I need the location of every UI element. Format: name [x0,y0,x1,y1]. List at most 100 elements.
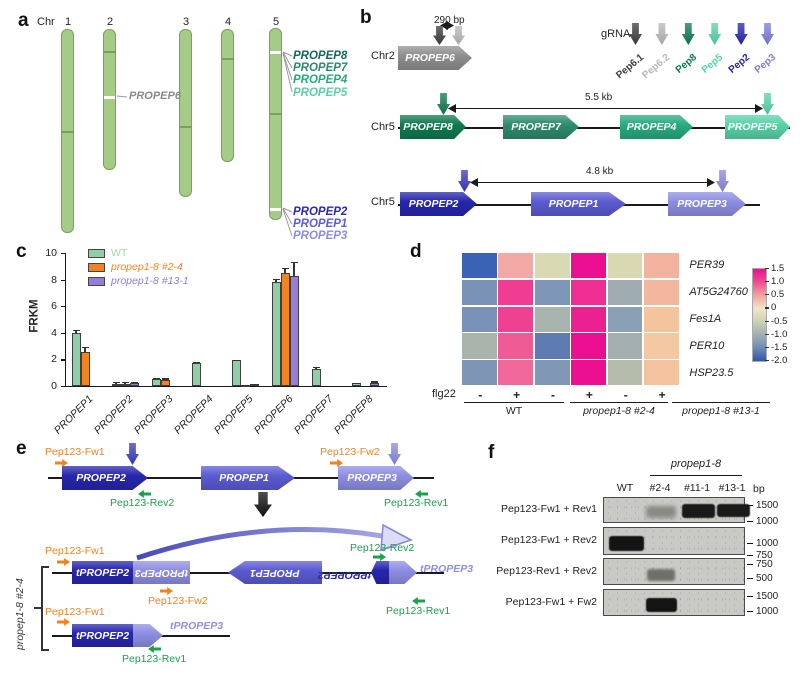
heatmap-cell-r1c3 [571,279,606,305]
heatmap-cell-r4c2 [534,360,570,386]
colorbar-tick-label: 1.5 [771,263,785,274]
bar-propep3-s1 [160,380,170,386]
primer-fw1-arrow-icon [55,459,68,467]
primer-rev1-label: Pep123-Rev1 [384,497,449,509]
heatmap-cell-r2c3 [571,306,606,332]
bar-propep6-s2 [289,275,299,386]
span-line [451,108,760,110]
heatmap-cell-r2c0 [462,306,497,332]
colorbar-tick [765,307,769,309]
heatmap-row-label-per10: PER10 [689,339,725,352]
gene-arrow-text: PROPEP1 [219,472,269,484]
colorbar-tick-label: -1.5 [771,341,788,353]
heatmap-row-label-per39: PER39 [689,259,725,272]
error-bar-cap [290,261,298,263]
bp290-span-arrow [440,21,454,30]
gene-arrow-text: PROPEP2 [408,198,459,210]
gel-group-label: propep1-8 [670,458,722,470]
primer-rev1-arrow-icon [415,490,428,498]
bar-propep2-s1 [120,383,130,386]
centromere-band [270,113,281,115]
gene-locus-band [270,208,281,211]
legend-label-0: WT [111,247,128,259]
y-axis-tick [61,332,65,334]
gel-row-label-1: Pep123-Fw1 + Rev2 [500,534,597,546]
gene-label-propep4: PROPEP4 [293,74,348,87]
heatmap-cell-r0c5 [644,253,679,279]
gene-arrow-propep7: PROPEP7 [503,115,579,139]
marker-label: 500 [756,573,773,584]
heatmap-cell-r0c3 [571,253,606,279]
chromosome-number: 5 [272,16,280,28]
gene-arrow-text: PROPEP4 [626,121,677,133]
colorbar-tick [765,346,769,349]
grna-cut-arrow-icon [716,170,729,192]
heatmap-cell-r1c2 [534,279,570,305]
gel-bp-header: bp [753,483,765,495]
primer-fw1-label: Pep123-Fw1 [45,446,105,458]
legend-swatch-0 [88,249,105,258]
error-bar-cap [281,268,289,270]
grna-legend-arrow-pep3-icon [761,23,774,45]
heatmap-cell-r3c3 [571,333,606,359]
colorbar-tick-label: 1.0 [771,276,785,288]
gene-label-propep1: PROPEP1 [293,218,348,231]
error-bar-cap [112,381,120,383]
gene-arrow-text: PROPEP7 [511,121,561,133]
colorbar-tick [765,360,769,362]
gene-arrow-text: PROPEP2 [76,472,126,484]
grna-cut-arrow-pep2-icon [126,443,139,465]
span-arrowhead-icon [448,104,456,113]
gel-row-label-0: Pep123-Fw1 + Rev1 [500,503,597,515]
legend-label-2: propep1-8 #13-1 [111,275,189,287]
gel-band [646,506,676,518]
bracket-top [41,566,49,568]
gene-label-propep5: PROPEP5 [293,86,348,99]
legend-swatch-1 [88,263,105,272]
marker-label: 1500 [756,500,779,511]
y-axis-tick-label: 0 [51,380,57,392]
x-axis-line [65,386,387,388]
primer-rev2-label: Pep123-Rev2 [110,497,175,509]
flg22-label: flg22 [432,388,456,400]
primer-rev2-arrow-allele1-icon [373,553,386,561]
error-bar-cap [72,330,80,332]
panel-d-label: d [410,241,422,262]
error-bar-cap [152,377,160,379]
grna-cut-arrow-icon [761,93,774,115]
y-axis-line [65,253,67,387]
gene-tpropep3-allele2-shape [133,624,163,647]
gene-propep1-inverted: PROPEP1 [228,561,322,584]
bar-propep3-s0 [151,378,161,386]
centromere-band [180,126,191,128]
chromosome-5 [269,28,282,220]
marker-tick [747,578,753,580]
chromosome-number: 2 [106,16,114,28]
heatmap-cell-r4c3 [571,360,606,386]
gel-lane-header-3: #13-1 [718,482,746,494]
primer-fw2-arrow-allele1-icon [160,587,173,595]
group-label-0: WT [505,405,523,417]
error-bar-cap [352,382,360,384]
gene-tpropep3-inverted: tPROPEP3 [133,561,190,584]
allele2-tpropep3-side-label: tPROPEP3 [170,620,224,632]
marker-label: 750 [756,559,773,570]
group-label-1: propep1-8 #2-4 [583,405,655,417]
heatmap-cell-r4c0 [462,360,497,386]
primer-rev2-arrow-icon [138,490,151,498]
gel-band [608,536,644,551]
centromere-band [222,58,233,60]
chromosome-4 [221,29,234,162]
gel-band [647,569,675,581]
error-bar-cap [130,382,138,384]
gene-label-propep2: PROPEP2 [293,206,348,218]
grna-legend-arrow-pep6.2-icon [655,23,669,45]
bar-propep2-s0 [111,383,121,386]
group-label-2: propep1-8 #13-1 [682,405,760,417]
heatmap-row-label-hsp23.5: HSP23.5 [689,366,734,379]
heatmap-cell-r1c1 [498,279,534,305]
gene-arrow-propep1: PROPEP1 [531,192,626,216]
heatmap-cell-r3c5 [644,333,679,359]
marker-tick [747,596,753,598]
heatmap-cell-r0c1 [498,253,534,279]
